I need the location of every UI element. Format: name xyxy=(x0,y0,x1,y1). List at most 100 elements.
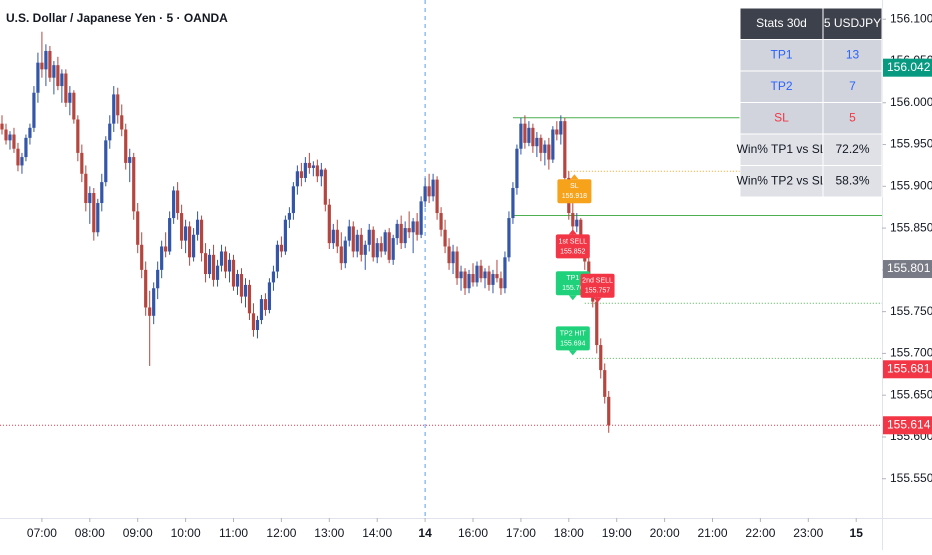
candle-body xyxy=(439,213,443,230)
signal-label: TP2 HIT xyxy=(560,330,587,337)
table-cell xyxy=(739,165,824,198)
candle-body xyxy=(263,299,268,310)
candle-body xyxy=(475,265,479,283)
signal-pointer xyxy=(568,229,577,235)
y-tick-label: 155.650 xyxy=(890,387,932,401)
candle-body xyxy=(223,251,228,272)
x-tick-label: 23:00 xyxy=(793,526,823,540)
candle-body xyxy=(375,243,379,258)
x-tick-label: 15 xyxy=(850,526,864,540)
table-cell-text: SL xyxy=(774,110,789,124)
table-cell-text: TP1 xyxy=(770,47,792,61)
candle-body xyxy=(172,190,176,219)
x-tick-label: 13:00 xyxy=(314,526,344,540)
candle-body xyxy=(571,213,575,227)
candle-body xyxy=(595,301,599,346)
table-cell-text: Win% TP1 vs SL xyxy=(737,142,827,156)
candle-body xyxy=(140,244,144,270)
signal-pointer xyxy=(570,174,579,180)
candle-body xyxy=(559,121,563,135)
candle-body xyxy=(343,240,347,264)
candle-body xyxy=(92,192,96,233)
candle-body xyxy=(235,274,240,287)
candle-body xyxy=(371,229,375,258)
y-tick-label: 156.000 xyxy=(890,95,932,109)
candle-body xyxy=(387,232,391,260)
candle-body xyxy=(507,218,511,258)
candle-body xyxy=(315,165,319,177)
candle-body xyxy=(283,219,288,252)
candle-body xyxy=(120,115,124,130)
candle-body xyxy=(144,269,148,308)
signal-label: TP1 xyxy=(566,275,579,282)
price-tag xyxy=(883,416,932,435)
candle-body xyxy=(435,179,439,214)
table-cell-text: Win% TP2 vs SL xyxy=(737,173,827,187)
candle-body xyxy=(247,284,252,314)
table-cell-text: 13 xyxy=(846,47,860,61)
candle-body xyxy=(455,251,459,279)
candle-body xyxy=(539,137,543,153)
candle-body xyxy=(56,65,60,87)
candle-body xyxy=(451,251,455,264)
candle-body xyxy=(176,190,180,214)
candle-body xyxy=(471,274,475,283)
candle-body xyxy=(479,265,483,279)
price-tag xyxy=(883,360,932,379)
candle-body xyxy=(72,92,76,120)
signal-price: 155.918 xyxy=(562,193,587,200)
candle-body xyxy=(403,228,407,244)
signal-box xyxy=(580,273,615,298)
x-tick-label: 09:00 xyxy=(123,526,153,540)
candle-body xyxy=(519,123,523,149)
candle-body xyxy=(351,226,355,252)
candle-body xyxy=(407,228,411,233)
signal-label: SL xyxy=(570,183,579,190)
signal: 1st SELL 155.852 xyxy=(555,229,590,259)
candle-body xyxy=(168,218,172,252)
signal: SL 155.918 xyxy=(557,174,592,204)
candle-body xyxy=(8,134,12,141)
candle-body xyxy=(551,129,555,160)
candle-body xyxy=(523,123,527,143)
signal-pointer xyxy=(568,295,577,301)
candle-body xyxy=(48,50,52,78)
candle-body xyxy=(191,234,196,258)
candle-body xyxy=(463,271,467,289)
table-cell xyxy=(822,165,883,198)
candle-body xyxy=(395,223,399,239)
signal-pointer xyxy=(593,297,602,303)
y-tick-label: 155.750 xyxy=(890,304,932,318)
signal-price: 155.694 xyxy=(560,340,585,347)
price-tag-label: 155.801 xyxy=(887,261,931,275)
candle-body xyxy=(319,169,323,177)
candle-body xyxy=(124,129,128,163)
candle-body xyxy=(0,123,4,130)
signal-box xyxy=(555,234,590,259)
candle-body xyxy=(411,221,415,233)
table-cell-text: 5 xyxy=(849,110,856,124)
candle-body xyxy=(271,271,276,283)
x-tick-label: 19:00 xyxy=(602,526,632,540)
candle-body xyxy=(515,148,519,188)
signal-price: 155.76 xyxy=(562,285,584,292)
candle-body xyxy=(203,253,208,275)
candle-body xyxy=(20,157,24,166)
price-tag xyxy=(883,58,932,77)
candle-body xyxy=(483,271,487,279)
candle-body xyxy=(12,134,16,149)
candle-body xyxy=(563,121,567,178)
candle-body xyxy=(327,204,331,244)
candle-body xyxy=(132,157,136,212)
candle-body xyxy=(96,203,100,233)
candle-body xyxy=(487,271,491,285)
signal-price: 155.852 xyxy=(560,248,585,255)
candle-body xyxy=(547,144,551,160)
candle-body xyxy=(80,152,84,174)
candle-body xyxy=(32,92,36,128)
price-tag-label: 155.614 xyxy=(887,417,931,431)
candle-body xyxy=(156,269,160,289)
candle-body xyxy=(431,179,435,197)
candle-body xyxy=(104,140,108,183)
